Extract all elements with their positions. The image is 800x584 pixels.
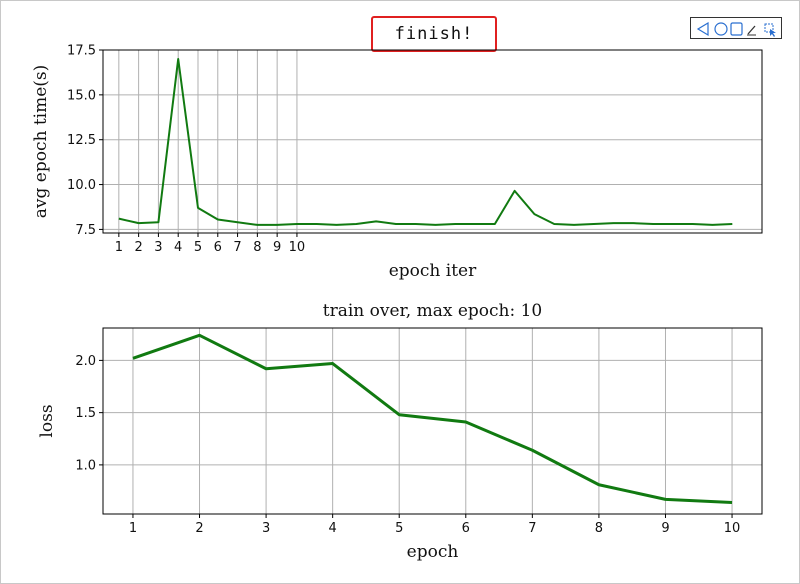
square-icon[interactable]: [730, 22, 743, 36]
x-tick-label: 1: [129, 521, 137, 536]
y-axis-label: loss: [37, 404, 57, 437]
y-axis-label: avg epoch time(s): [31, 65, 51, 219]
y-tick-label: 1.0: [75, 458, 96, 473]
x-tick-label: 6: [462, 521, 470, 536]
y-tick-label: 2.0: [75, 354, 96, 369]
x-tick-label: 5: [194, 240, 202, 255]
y-tick-label: 17.5: [67, 44, 96, 59]
x-tick-label: 9: [273, 240, 281, 255]
y-tick-label: 10.0: [67, 178, 96, 193]
x-axis-label: epoch iter: [389, 261, 477, 281]
x-tick-label: 3: [154, 240, 162, 255]
x-tick-label: 6: [214, 240, 222, 255]
series-line: [132, 333, 733, 505]
epoch-time-chart: 7.5 10.0 12.5 15.0 17.5 1 2 3 4 5 6 7 8 9 10 epoch iter…: [31, 44, 763, 281]
x-tick-label: 9: [661, 521, 669, 536]
x-tick-label: 7: [528, 521, 536, 536]
status-text: finish!: [394, 24, 474, 44]
x-tick-label: 8: [595, 521, 603, 536]
x-tick-label: 4: [174, 240, 182, 255]
x-tick-label: 10: [724, 521, 741, 536]
x-tick-label: 2: [134, 240, 142, 255]
x-tick-label: 10: [289, 240, 306, 255]
y-tick-label: 15.0: [67, 88, 96, 103]
back-triangle-icon[interactable]: [696, 21, 709, 37]
select-cursor-icon[interactable]: [764, 23, 776, 37]
series-line: [118, 57, 733, 226]
y-tick-label: 7.5: [75, 223, 96, 238]
x-tick-label: 7: [233, 240, 241, 255]
x-tick-label: 1: [115, 240, 123, 255]
chart-title: train over, max epoch: 10: [323, 301, 543, 321]
annotation-toolbar: [690, 17, 782, 39]
y-tick-label: 12.5: [67, 133, 96, 148]
x-tick-label: 4: [329, 521, 337, 536]
x-tick-label: 3: [262, 521, 270, 536]
x-tick-label: 8: [253, 240, 261, 255]
y-tick-label: 1.5: [75, 406, 96, 421]
x-axis-label: epoch: [407, 542, 459, 562]
x-tick-label: 2: [195, 521, 203, 536]
loss-chart: 1.0 1.5 2.0 1 2 3 4 5 6 7 8 9 10 epoch loss train over,…: [37, 301, 763, 562]
edit-pen-icon[interactable]: [747, 25, 756, 36]
x-tick-label: 5: [395, 521, 403, 536]
circle-icon[interactable]: [714, 22, 728, 36]
plot-frame: [102, 327, 763, 515]
plot-frame: [102, 49, 763, 234]
status-message: finish!: [371, 16, 497, 52]
